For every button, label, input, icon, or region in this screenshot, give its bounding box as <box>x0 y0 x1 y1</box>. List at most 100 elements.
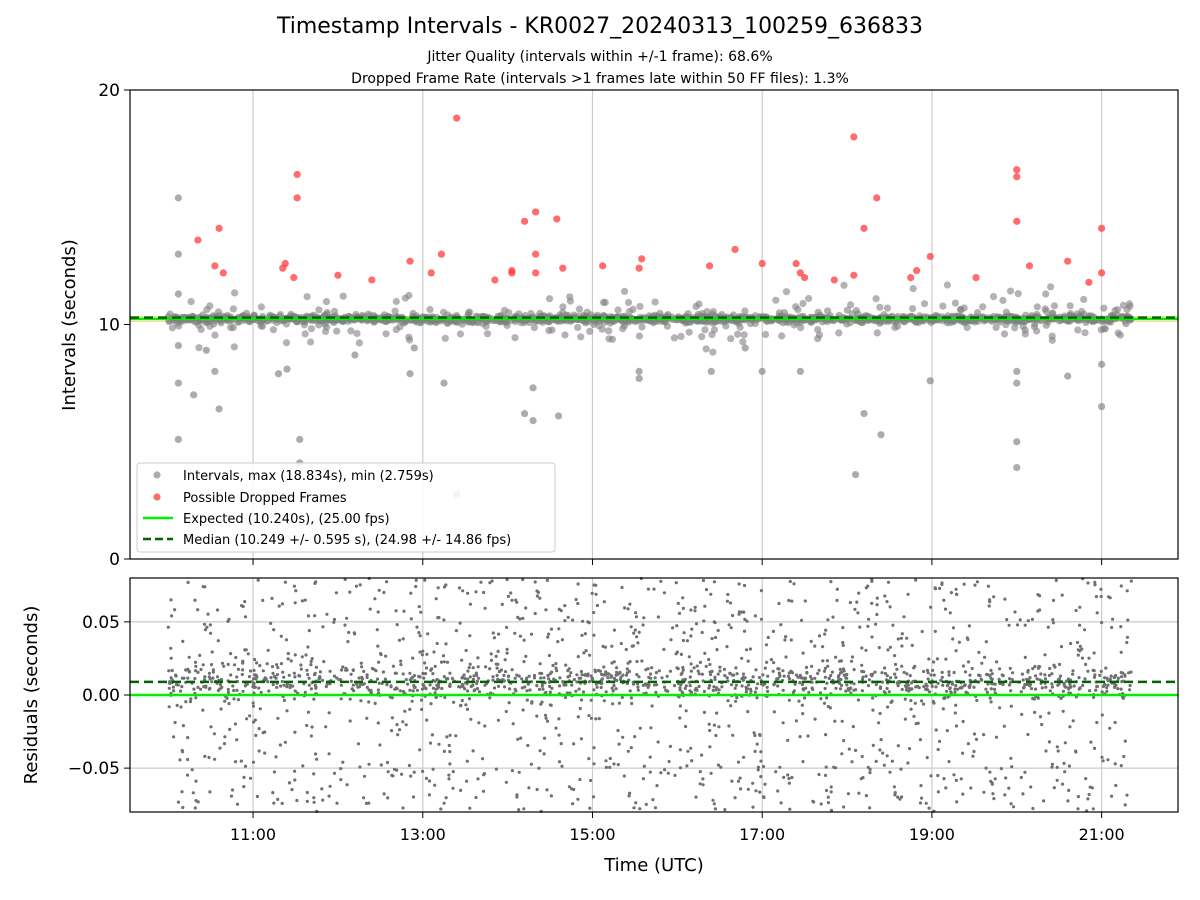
residual-point <box>1069 641 1073 646</box>
residual-point <box>265 662 269 666</box>
residual-point <box>708 684 712 688</box>
residual-point <box>990 672 994 676</box>
residual-point <box>557 627 561 631</box>
residual-point <box>638 726 642 730</box>
residual-point <box>1125 640 1129 645</box>
residual-point <box>646 587 651 591</box>
residual-point <box>575 680 579 684</box>
residual-point <box>617 701 622 705</box>
residual-point <box>1112 675 1116 680</box>
residual-point <box>854 748 858 753</box>
residual-point <box>825 696 829 700</box>
residual-point <box>274 755 278 759</box>
residual-point <box>604 670 608 674</box>
interval-point <box>814 335 822 343</box>
interval-point <box>758 367 766 375</box>
residual-point <box>934 728 938 732</box>
residual-point <box>725 599 730 603</box>
residual-point <box>893 654 897 658</box>
residual-point <box>796 675 800 679</box>
residual-point <box>702 619 706 623</box>
residual-point <box>1007 683 1012 687</box>
residual-point <box>306 710 311 714</box>
residual-point <box>257 749 261 753</box>
residual-point <box>411 675 415 679</box>
residual-point <box>933 629 937 634</box>
interval-point <box>405 333 413 341</box>
residual-point <box>170 614 174 618</box>
residual-point <box>243 600 247 604</box>
residual-point <box>651 798 655 802</box>
residual-point <box>458 621 462 625</box>
residual-point <box>1119 687 1123 691</box>
residual-point <box>457 586 462 590</box>
x-tick-label: 11:00 <box>230 825 276 844</box>
residual-point <box>727 724 731 728</box>
interval-point <box>848 310 856 318</box>
residual-point <box>636 688 640 692</box>
residual-point <box>756 768 760 772</box>
interval-point <box>575 305 584 313</box>
residual-point <box>1038 715 1043 719</box>
residual-point <box>1074 750 1078 754</box>
residual-point <box>424 776 429 781</box>
residual-point <box>1031 806 1035 811</box>
residual-point <box>269 621 273 626</box>
residual-point <box>1075 640 1080 645</box>
residual-point <box>681 668 685 672</box>
residual-point <box>1084 662 1088 667</box>
residual-point <box>451 786 455 790</box>
residual-point <box>637 675 641 679</box>
dropped-frame-point <box>792 259 800 268</box>
residual-point <box>642 764 646 768</box>
residual-point <box>460 676 464 680</box>
residual-point <box>793 682 797 686</box>
residual-point <box>917 686 921 690</box>
residual-point <box>269 676 273 680</box>
residual-point <box>1013 610 1017 614</box>
residual-point <box>579 737 584 741</box>
residual-point <box>196 608 200 612</box>
residual-point <box>1123 803 1127 807</box>
residual-point <box>477 721 481 725</box>
interval-point <box>598 325 606 333</box>
interval-point <box>586 327 594 335</box>
residual-point <box>253 673 257 677</box>
residual-point <box>210 650 214 654</box>
residual-point <box>367 801 371 805</box>
residual-point <box>633 628 637 632</box>
residual-point <box>759 617 764 621</box>
residual-point <box>926 677 930 681</box>
residual-point <box>998 667 1002 671</box>
residual-point <box>1043 673 1047 677</box>
residual-point <box>348 719 352 723</box>
interval-point <box>353 329 361 338</box>
interval-point <box>772 296 780 304</box>
legend-dropped-marker <box>153 493 161 501</box>
residual-point <box>685 639 690 643</box>
residual-point <box>415 688 419 692</box>
residual-point <box>1042 799 1046 803</box>
residual-point <box>712 723 717 727</box>
residual-point <box>460 658 464 662</box>
residual-point <box>558 676 562 680</box>
residual-point <box>325 682 329 686</box>
residual-point <box>282 698 286 703</box>
residual-point <box>995 660 999 664</box>
residual-point <box>303 690 307 695</box>
residual-point <box>984 766 988 770</box>
interval-point <box>624 318 632 326</box>
residual-point <box>689 669 693 673</box>
residual-point <box>625 671 629 675</box>
residual-point <box>547 677 551 681</box>
interval-point <box>943 281 952 289</box>
residual-point <box>483 724 487 728</box>
residual-point <box>526 743 530 748</box>
residual-point <box>1095 720 1099 725</box>
residual-point <box>752 731 756 735</box>
residual-point <box>1063 770 1067 774</box>
residual-point <box>632 806 636 810</box>
residual-point <box>712 620 716 624</box>
interval-point <box>210 320 218 328</box>
